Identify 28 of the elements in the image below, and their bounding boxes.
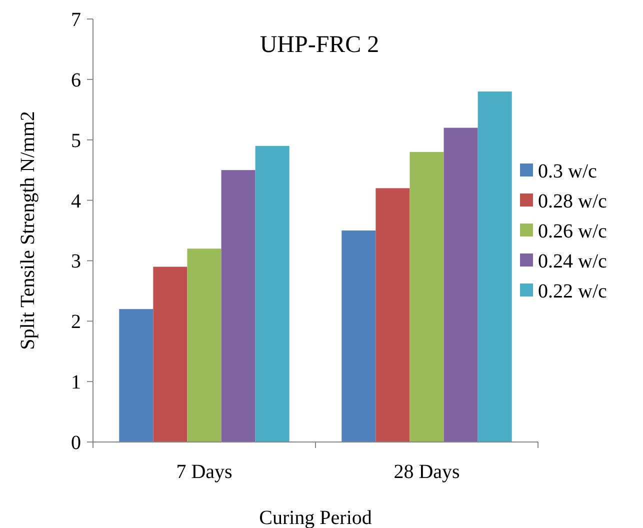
bar <box>187 248 222 442</box>
legend-label: 0.24 w/c <box>538 250 607 272</box>
x-axis-title: Curing Period <box>259 507 372 528</box>
y-tick-label: 5 <box>71 130 81 152</box>
legend-label: 0.28 w/c <box>538 190 607 212</box>
legend-label: 0.22 w/c <box>538 280 607 302</box>
y-axis-title: Split Tensile Strength N/mm2 <box>17 111 39 350</box>
y-tick-label: 3 <box>71 250 81 273</box>
bar <box>376 188 410 442</box>
bar <box>255 146 290 442</box>
y-tick-label: 7 <box>71 9 81 31</box>
y-tick-label: 4 <box>71 190 81 212</box>
bar <box>478 92 512 442</box>
y-tick-label: 0 <box>71 432 81 454</box>
bar <box>119 309 154 442</box>
bar <box>153 266 188 442</box>
x-tick-label: 28 Days <box>394 461 460 483</box>
y-tick-label: 1 <box>71 372 81 394</box>
bar <box>221 170 256 442</box>
y-tick-label: 2 <box>71 311 81 334</box>
x-tick-label: 7 Days <box>176 461 233 483</box>
text: UHP-FRC 2 <box>260 32 380 58</box>
bar <box>410 152 444 442</box>
legend-label: 0.3 w/c <box>538 160 597 182</box>
y-tick-label: 6 <box>71 69 81 92</box>
bar <box>342 230 376 442</box>
legend-label: 0.26 w/c <box>538 220 607 242</box>
bar <box>444 128 478 442</box>
